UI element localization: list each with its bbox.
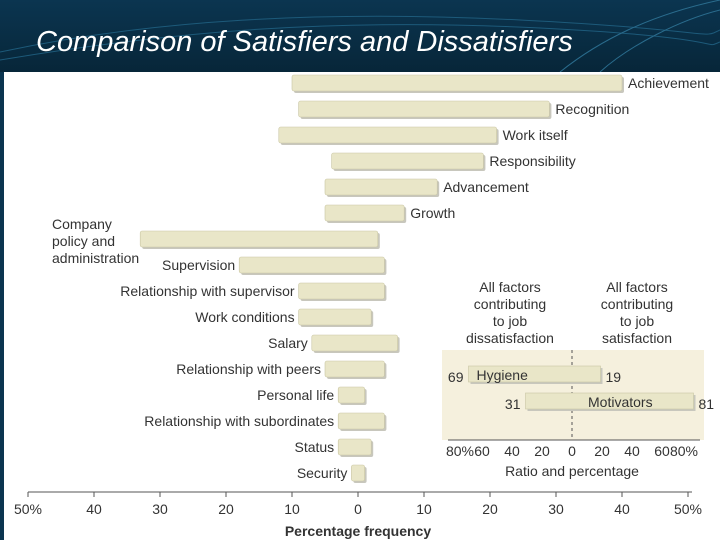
- category-label: Growth: [410, 205, 455, 221]
- slide-header: Comparison of Satisfiers and Dissatisfie…: [0, 0, 720, 72]
- inset-tick-label: 60: [654, 443, 670, 459]
- category-label: Work conditions: [195, 309, 294, 325]
- category-label: Status: [294, 439, 334, 455]
- x-axis-title: Percentage frequency: [285, 523, 431, 539]
- inset-right-header: All factors contributing to job satisfactio…: [601, 279, 673, 346]
- bar: [337, 438, 372, 456]
- category-label: Relationship with peers: [176, 361, 321, 377]
- inset-bar-label: Motivators: [588, 394, 653, 410]
- bar: [351, 464, 365, 482]
- inset-rows: Hygiene 69 19 Motivators 31 81: [448, 365, 715, 412]
- bar: [324, 204, 405, 222]
- inset-header-text: All factors contributing to job satisfactio…: [601, 279, 673, 346]
- bar: [278, 126, 497, 144]
- category-label: Company policy and administration: [52, 216, 139, 266]
- inset-axis-title: Ratio and percentage: [505, 463, 639, 479]
- inset-bar-label: Hygiene: [477, 367, 529, 383]
- inset-tick-label: 80%: [670, 443, 698, 459]
- bar: [298, 282, 385, 300]
- x-tick-label: 30: [548, 501, 564, 517]
- bar: [324, 360, 385, 378]
- inset-right-value: 19: [606, 369, 622, 385]
- inset-tick-label: 40: [624, 443, 640, 459]
- bars: [139, 74, 624, 483]
- left-stripe: [0, 72, 4, 540]
- slide-title: Comparison of Satisfiers and Dissatisfie…: [36, 26, 573, 58]
- inset-bar: [525, 392, 694, 410]
- inset-bar: [468, 365, 601, 383]
- bar: [311, 334, 398, 352]
- bar: [337, 412, 385, 430]
- category-label: Responsibility: [489, 153, 575, 169]
- category-labels: Achievement Recognition Work itself Respons…: [52, 75, 709, 481]
- x-tick-label: 50%: [674, 501, 702, 517]
- inset-tick-label: 0: [568, 443, 576, 459]
- category-label: Personal life: [257, 387, 334, 403]
- x-tick-label: 0: [354, 501, 362, 517]
- bar: [337, 386, 365, 404]
- inset-tick-label: 80%: [446, 443, 474, 459]
- category-label: Salary: [268, 335, 308, 351]
- category-label: Achievement: [628, 75, 709, 91]
- bar: [291, 74, 623, 92]
- inset-header-text: All factors contributing to job dissatisfac…: [466, 279, 554, 346]
- bar: [139, 230, 379, 248]
- category-label: Advancement: [443, 179, 529, 195]
- category-label: Relationship with subordinates: [144, 413, 334, 429]
- inset-axis-ticks: 80% 60 40 20 0 20 40 60 80%: [446, 443, 698, 459]
- x-tick-label: 10: [284, 501, 300, 517]
- x-tick-label: 40: [86, 501, 102, 517]
- category-label: Supervision: [162, 257, 235, 273]
- bar: [298, 100, 550, 118]
- x-tick-label: 40: [614, 501, 630, 517]
- inset-tick-label: 40: [504, 443, 520, 459]
- category-label: Work itself: [503, 127, 568, 143]
- inset-left-value: 69: [448, 369, 464, 385]
- category-label: Relationship with supervisor: [120, 283, 295, 299]
- x-tick-label: 20: [218, 501, 234, 517]
- inset-right-value: 81: [699, 396, 715, 412]
- x-tick-label: 10: [416, 501, 432, 517]
- bar: [298, 308, 372, 326]
- inset-left-value: 31: [505, 396, 521, 412]
- x-tick-label: 50%: [14, 501, 42, 517]
- inset-tick-label: 20: [534, 443, 550, 459]
- x-tick-label: 20: [482, 501, 498, 517]
- category-label: Recognition: [555, 101, 629, 117]
- inset-left-header: All factors contributing to job dissatisfac…: [466, 279, 554, 346]
- header-swoosh-decoration: [0, 0, 720, 72]
- x-axis-ticks: 50% 40 30 20 10 0 10 20 30 40 50%: [14, 492, 702, 517]
- x-tick-label: 30: [152, 501, 168, 517]
- inset-tick-label: 60: [474, 443, 490, 459]
- inset-tick-label: 20: [594, 443, 610, 459]
- hygiene-motivators-inset: All factors contributing to job dissatisfac…: [442, 279, 714, 479]
- bar: [238, 256, 385, 274]
- bar: [324, 178, 438, 196]
- bar: [331, 152, 484, 170]
- category-label: Security: [297, 465, 348, 481]
